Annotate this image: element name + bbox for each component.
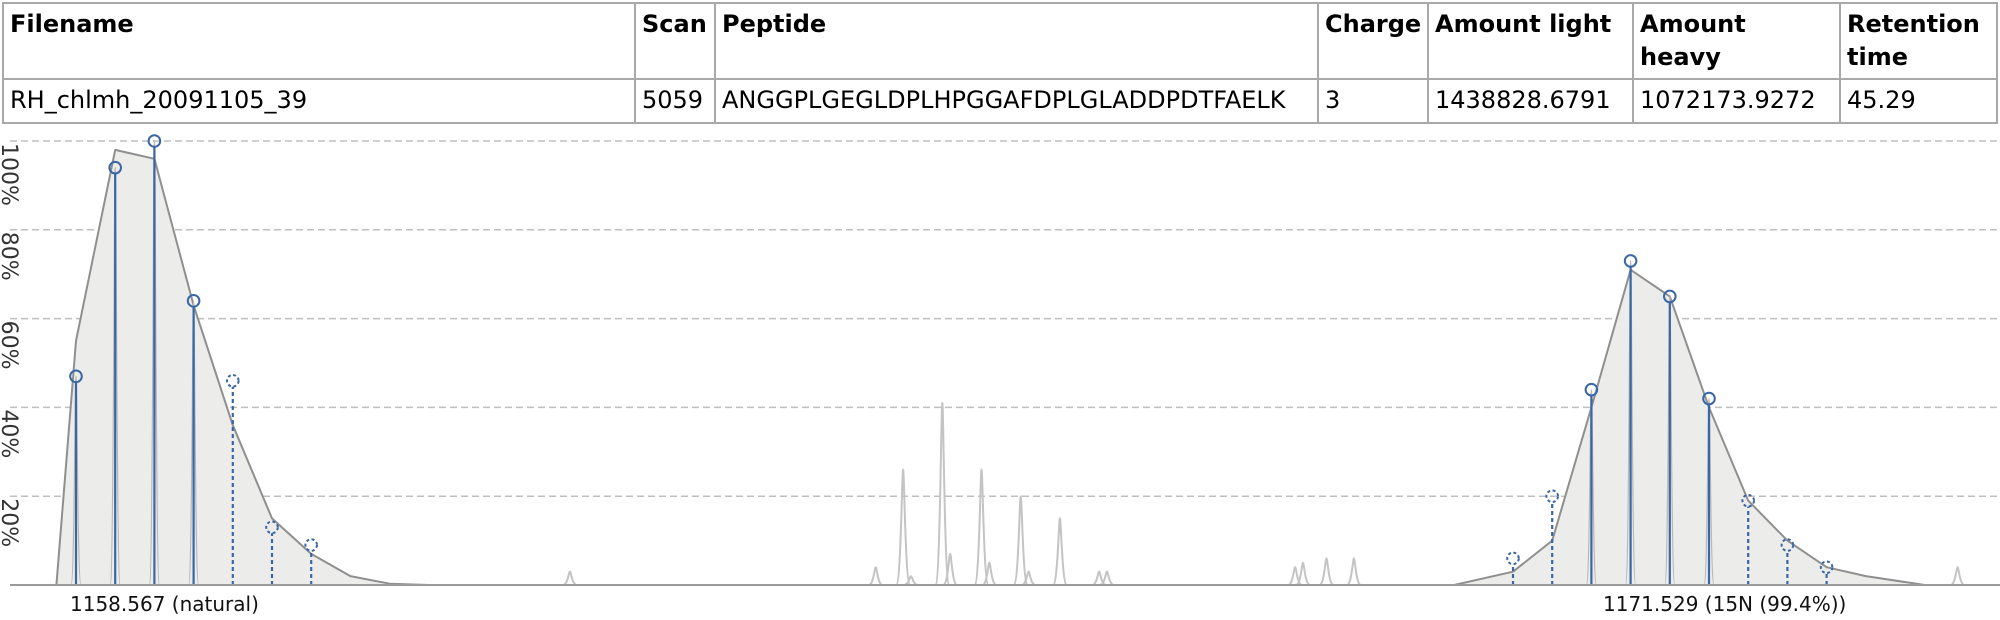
peak-trace xyxy=(1664,295,1676,586)
column-header-filename: Filename xyxy=(2,2,636,80)
cell-amount-heavy: 1072173.9272 xyxy=(1632,78,1841,124)
peak-trace xyxy=(70,375,82,586)
peak-trace xyxy=(1585,389,1597,586)
table-header-row: Filename Scan Peptide Charge Amount ligh… xyxy=(2,2,1998,80)
chart-axes: 20% 40% 60% 80% 100% xyxy=(0,143,2000,586)
background-peak xyxy=(981,561,997,586)
chart-labels: 1158.567 (natural) 1171.529 (15N (99.4%)) xyxy=(70,592,1846,616)
expected-peak-marker xyxy=(304,538,319,552)
envelope-label: 1171.529 (15N (99.4%)) xyxy=(1603,592,1846,616)
background-peak xyxy=(973,468,990,586)
cell-amount-light: 1438828.6791 xyxy=(1427,78,1634,124)
y-tick-label: 100% xyxy=(0,143,21,206)
y-tick-label: 40% xyxy=(0,409,21,458)
background-peak xyxy=(1021,570,1036,586)
isotope-peak-marker xyxy=(1702,391,1716,406)
peak-trace xyxy=(188,300,200,586)
isotope-envelope-chart: 20% 40% 60% 80% 100% 1158.567 (natural) 1171.… xyxy=(0,134,2000,616)
background-peak xyxy=(868,566,884,586)
table-row: RH_chlmh_20091105_39 5059 ANGGPLGEGLDPLH… xyxy=(2,78,1998,124)
isotope-envelopes xyxy=(55,148,1926,586)
background-peak xyxy=(1950,566,1966,586)
background-peak xyxy=(1099,570,1115,586)
isotope-peak-marker xyxy=(1623,254,1638,268)
expected-peak-marker xyxy=(1780,538,1795,552)
background-trace xyxy=(562,401,1966,586)
background-peak xyxy=(942,552,959,586)
background-peak xyxy=(903,575,919,586)
background-peak xyxy=(1295,561,1311,586)
expected-peak-marker xyxy=(1545,489,1559,504)
isotope-envelope xyxy=(1453,268,1926,586)
cell-charge: 3 xyxy=(1317,78,1429,124)
isotope-envelope xyxy=(55,148,430,586)
envelope-label: 1158.567 (natural) xyxy=(70,592,259,616)
column-header-amount-heavy: Amount heavy xyxy=(1632,2,1841,80)
cell-scan: 5059 xyxy=(634,78,716,124)
isotope-peak-marker xyxy=(1663,289,1677,304)
isotope-peak-marker xyxy=(108,160,122,175)
background-peak xyxy=(895,468,912,586)
column-header-amount-light: Amount light xyxy=(1427,2,1634,80)
peak-trace xyxy=(1703,397,1715,586)
column-header-scan: Scan xyxy=(634,2,716,80)
column-header-peptide: Peptide xyxy=(714,2,1319,80)
background-peak xyxy=(1051,517,1068,586)
background-peak xyxy=(934,401,951,586)
peak-trace xyxy=(148,140,160,586)
peptide-info-table: Filename Scan Peptide Charge Amount ligh… xyxy=(2,2,1998,124)
expected-peak-marker xyxy=(1506,551,1520,566)
background-peak xyxy=(1346,557,1362,586)
column-header-retention-time: Retention time xyxy=(1839,2,1998,80)
isotope-peak-marker xyxy=(1584,382,1599,397)
y-tick-label: 20% xyxy=(0,498,21,547)
peak-trace xyxy=(109,167,121,586)
isotope-peak-marker xyxy=(69,369,83,384)
expected-peak-marker xyxy=(265,520,279,535)
y-tick-label: 80% xyxy=(0,232,21,281)
background-peak xyxy=(1012,495,1029,586)
isotope-peaks xyxy=(69,134,1834,586)
expected-peak-marker xyxy=(1819,560,1834,575)
y-tick-label: 60% xyxy=(0,321,21,370)
column-header-charge: Charge xyxy=(1317,2,1429,80)
background-peak xyxy=(562,570,578,586)
grid-lines xyxy=(10,140,2000,497)
expected-peak-marker xyxy=(1741,493,1755,508)
cell-peptide: ANGGPLGEGLDPLHPGGAFDPLGLADDPDTFAELK xyxy=(714,78,1319,124)
peak-trace xyxy=(1625,260,1637,586)
cell-filename: RH_chlmh_20091105_39 xyxy=(2,78,636,124)
expected-peak-marker xyxy=(226,373,240,388)
cell-retention-time: 45.29 xyxy=(1839,78,1998,124)
isotope-peak-marker xyxy=(186,294,201,308)
isotope-peak-marker xyxy=(147,134,162,148)
background-peak xyxy=(1318,557,1335,586)
